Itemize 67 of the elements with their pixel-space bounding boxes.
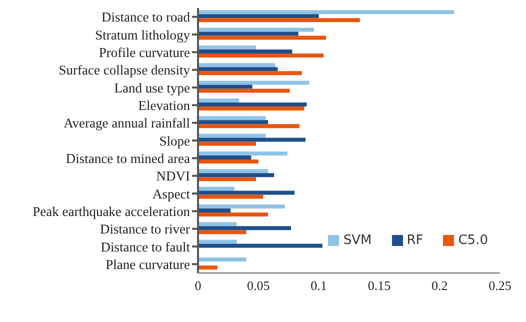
legend-label: SVM (343, 233, 372, 248)
bar (198, 134, 266, 138)
bar (198, 67, 278, 72)
bar (198, 14, 319, 18)
legend-label: RF (406, 233, 424, 248)
legend-label: C5.0 (458, 233, 488, 248)
bar (198, 226, 292, 230)
bar (198, 124, 300, 128)
bar (198, 120, 268, 124)
y-tick-label: Distance to river (100, 222, 190, 237)
x-tick-label: 0.2 (431, 278, 448, 294)
y-tick-label: Plane curvature (106, 256, 190, 272)
bar (198, 142, 256, 146)
y-tick-label: NDVI (156, 168, 190, 184)
bar (198, 240, 237, 244)
bar (198, 159, 258, 164)
bar (198, 28, 314, 32)
bar (198, 155, 252, 160)
bar (198, 173, 274, 178)
bar (198, 222, 237, 226)
bar (198, 36, 326, 40)
bar (198, 169, 268, 174)
bar (198, 18, 360, 22)
bar (198, 88, 290, 93)
y-tick-label: Surface collapse density (58, 62, 190, 78)
y-tick-label: Land use type (114, 80, 190, 96)
x-tick-label: 0 (194, 278, 202, 294)
bar (198, 230, 246, 234)
bar (198, 212, 268, 216)
bar (198, 116, 266, 120)
y-tick-label: Distance to fault (100, 239, 190, 254)
bar (198, 194, 264, 199)
bar (198, 244, 322, 248)
y-tick-label: Aspect (152, 186, 190, 202)
bar (198, 190, 295, 195)
y-tick-label: Distance to mined area (66, 150, 190, 166)
bar (198, 32, 298, 36)
bar (198, 10, 454, 14)
bar (198, 84, 252, 89)
bar (198, 102, 307, 106)
bar (198, 186, 234, 191)
y-tick-label: Profile curvature (98, 44, 190, 60)
bar (198, 63, 276, 68)
bar (198, 257, 246, 262)
x-tick-label: 0.25 (488, 278, 512, 294)
y-tick-label: Distance to road (102, 10, 190, 25)
y-tick-label: Elevation (138, 98, 190, 113)
bar (198, 177, 256, 182)
bar (198, 49, 292, 54)
y-tick-label: Average annual rainfall (64, 116, 190, 131)
bar (198, 80, 310, 85)
bar (198, 138, 306, 142)
y-tick-label: Stratum lithology (95, 27, 190, 42)
bar (198, 208, 231, 212)
x-tick-label: 0.15 (368, 278, 391, 294)
bar (198, 204, 285, 208)
y-tick-label: Slope (159, 133, 190, 148)
bar (198, 71, 302, 76)
x-tick-label: 0.1 (310, 278, 327, 294)
bar (198, 151, 288, 156)
bar (198, 98, 240, 102)
bar (198, 265, 218, 270)
bar (198, 106, 304, 110)
bar (198, 45, 256, 50)
y-tick-label: Peak earthquake acceleration (32, 204, 190, 219)
x-tick-label: 0.05 (247, 278, 270, 294)
bar (198, 53, 324, 58)
